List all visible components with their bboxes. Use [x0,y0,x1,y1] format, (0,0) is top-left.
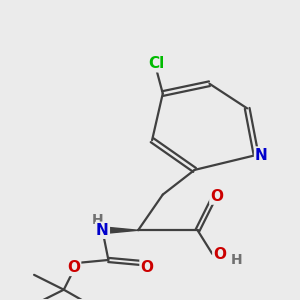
Text: N: N [96,223,109,238]
Text: O: O [140,260,154,275]
Text: O: O [213,247,226,262]
Text: H: H [230,253,242,267]
Text: O: O [67,260,80,275]
Text: H: H [92,213,104,227]
Polygon shape [107,227,138,233]
Text: O: O [210,189,224,204]
Text: Cl: Cl [149,56,165,71]
Text: N: N [255,148,268,163]
